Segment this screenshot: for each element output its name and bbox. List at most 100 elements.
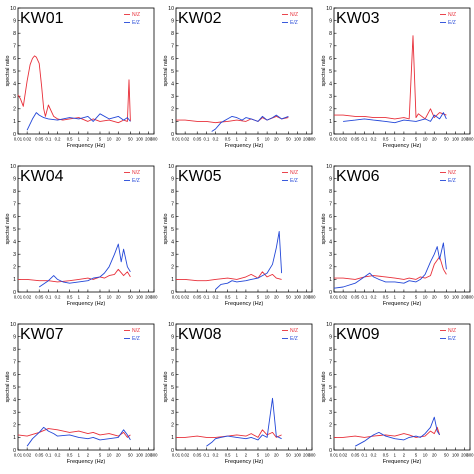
y-tick-label: 3: [329, 94, 332, 100]
series-line-ez: [26, 426, 131, 447]
x-tick-label: 200: [461, 295, 469, 300]
x-tick-label: 1: [236, 137, 239, 142]
x-tick-label: 10: [265, 137, 270, 142]
x-tick-label: 50: [286, 453, 291, 458]
x-tick-label: 0.01: [172, 453, 181, 458]
legend-label: E/Z: [290, 20, 298, 26]
x-tick-label: 0.2: [55, 137, 61, 142]
x-tick-label: 0.05: [351, 137, 360, 142]
y-tick-label: 2: [171, 107, 174, 113]
legend-label: N/Z: [290, 170, 298, 176]
y-axis-label: spectral ratio: [321, 214, 327, 245]
station-title: KW01: [20, 10, 64, 27]
x-tick-label: 0.2: [55, 453, 61, 458]
y-tick-label: 3: [13, 94, 16, 100]
legend-label: N/Z: [448, 170, 456, 176]
x-tick-label: 20: [274, 295, 279, 300]
y-axis-label: spectral ratio: [5, 214, 11, 245]
legend-label: E/Z: [448, 336, 456, 342]
x-tick-label: 0.2: [213, 137, 219, 142]
x-tick-label: 50: [128, 137, 133, 142]
x-tick-label: 0.2: [55, 295, 61, 300]
y-tick-label: 6: [171, 372, 174, 378]
x-tick-label: 20: [432, 295, 437, 300]
x-tick-label: 100: [136, 295, 144, 300]
x-tick-label: 2: [403, 137, 406, 142]
x-tick-label: 0.02: [181, 453, 190, 458]
y-tick-label: 10: [168, 322, 174, 328]
y-tick-label: 1: [329, 277, 332, 283]
y-tick-label: 2: [171, 265, 174, 271]
series-line-nz: [17, 55, 131, 124]
x-tick-label: 0.2: [371, 137, 377, 142]
x-tick-label: 200: [145, 137, 153, 142]
x-tick-label: 0.5: [225, 137, 231, 142]
x-axis-label: Frequency (Hz): [67, 143, 106, 149]
legend-label: N/Z: [290, 12, 298, 18]
y-tick-label: 0: [13, 448, 16, 454]
x-tick-label: 0.02: [23, 453, 32, 458]
x-tick-label: 0.05: [35, 295, 44, 300]
legend-label: N/Z: [132, 328, 140, 334]
x-tick-label: 100: [452, 453, 460, 458]
x-tick-label: 0.05: [351, 453, 360, 458]
y-tick-label: 9: [329, 176, 332, 182]
x-tick-label: 0.02: [181, 295, 190, 300]
x-tick-label: 0.02: [181, 137, 190, 142]
series-line-ez: [206, 397, 282, 447]
y-tick-label: 5: [171, 69, 174, 75]
y-tick-label: 1: [329, 119, 332, 125]
y-tick-label: 3: [329, 252, 332, 258]
y-axis-label: spectral ratio: [5, 56, 11, 87]
x-tick-label: 0.1: [45, 295, 51, 300]
plot-area-frame: [333, 165, 471, 293]
x-tick-label: 1: [78, 137, 81, 142]
x-tick-label: 0.5: [383, 295, 389, 300]
x-tick-label: 0.5: [225, 295, 231, 300]
series-line-nz: [334, 426, 441, 438]
y-tick-label: 10: [10, 164, 16, 170]
legend-label: E/Z: [132, 178, 140, 184]
x-tick-label: 10: [423, 453, 428, 458]
y-axis-label: spectral ratio: [163, 372, 169, 403]
x-tick-label: 0.5: [225, 453, 231, 458]
x-tick-label: 50: [444, 137, 449, 142]
x-tick-label: 100: [136, 137, 144, 142]
x-tick-label: 5: [415, 453, 418, 458]
y-tick-label: 2: [13, 107, 16, 113]
y-tick-label: 5: [171, 227, 174, 233]
y-tick-label: 3: [171, 410, 174, 416]
x-tick-label: 0.01: [330, 137, 339, 142]
station-title: KW06: [336, 168, 380, 185]
y-tick-label: 10: [326, 164, 332, 170]
y-tick-label: 8: [13, 189, 16, 195]
plot-area-frame: [17, 7, 155, 135]
x-tick-label: 200: [461, 137, 469, 142]
plot-area-frame: [333, 323, 471, 451]
legend-label: E/Z: [132, 336, 140, 342]
y-tick-label: 8: [329, 31, 332, 37]
x-tick-label: 0.05: [351, 295, 360, 300]
chart-panel-kw09: 0 1 2 3 4 5 6 7 8 9 10 0.01 0.02 0.05 0.1 0.2 0.5 1 2 5 10 20…: [321, 322, 474, 465]
x-tick-label: 0.01: [14, 295, 23, 300]
x-tick-label: 2: [403, 295, 406, 300]
y-tick-label: 0: [329, 132, 332, 138]
y-tick-label: 0: [329, 290, 332, 296]
y-tick-label: 7: [13, 44, 16, 50]
x-tick-label: 0.05: [35, 453, 44, 458]
y-tick-label: 1: [171, 119, 174, 125]
x-tick-label: 200: [461, 453, 469, 458]
x-tick-label: 5: [99, 137, 102, 142]
plot-area-frame: [333, 7, 471, 135]
y-tick-label: 7: [329, 202, 332, 208]
y-tick-label: 1: [13, 277, 16, 283]
y-tick-label: 2: [13, 423, 16, 429]
series-line-ez: [343, 112, 447, 124]
series-line-ez: [333, 242, 447, 289]
x-tick-label: 0.5: [67, 453, 73, 458]
x-tick-label: 20: [432, 137, 437, 142]
y-tick-label: 10: [326, 322, 332, 328]
x-tick-label: 0.01: [330, 295, 339, 300]
y-tick-label: 4: [171, 239, 174, 245]
